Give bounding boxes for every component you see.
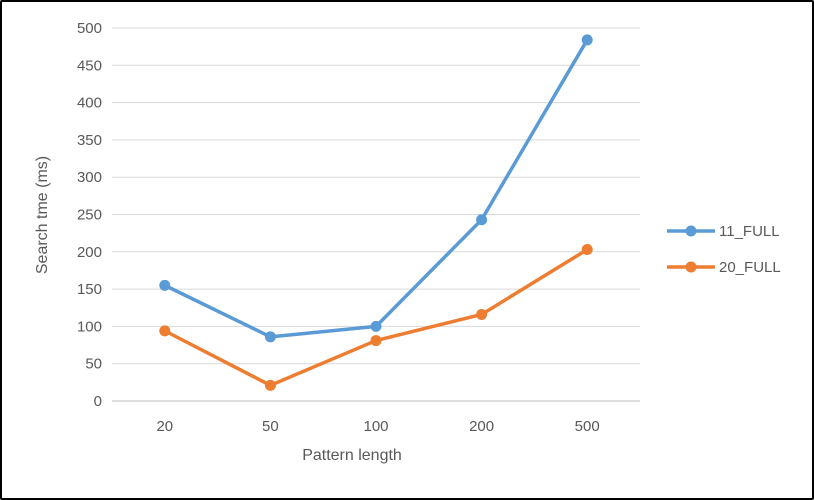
y-tick-label: 50 xyxy=(85,356,102,373)
y-tick-label: 450 xyxy=(77,57,102,74)
x-axis-title: Pattern length xyxy=(302,447,402,464)
data-point-marker-11_FULL xyxy=(581,34,593,46)
x-tick-label: 50 xyxy=(262,418,279,435)
y-tick-label: 400 xyxy=(77,95,102,112)
legend-label: 11_FULL xyxy=(719,222,780,240)
data-point-marker-11_FULL xyxy=(264,331,276,343)
x-tick-label: 200 xyxy=(469,418,494,435)
y-tick-label: 150 xyxy=(77,281,102,298)
y-tick-label: 350 xyxy=(77,132,102,149)
y-tick-label: 250 xyxy=(77,207,102,224)
x-tick-label: 20 xyxy=(156,418,173,435)
y-tick-label: 200 xyxy=(77,244,102,261)
y-tick-label: 300 xyxy=(77,169,102,186)
data-point-marker-20_FULL xyxy=(581,244,593,256)
legend: 11_FULL 20_FULL xyxy=(666,220,781,278)
series-line-11_FULL xyxy=(163,38,589,339)
data-point-marker-20_FULL xyxy=(159,325,171,337)
x-tick-label: 100 xyxy=(363,418,388,435)
y-tick-label: 500 xyxy=(77,20,102,37)
data-point-marker-20_FULL xyxy=(476,308,488,320)
data-point-marker-20_FULL xyxy=(370,335,382,347)
data-point-marker-11_FULL xyxy=(476,214,488,226)
legend-item-11_FULL: 11_FULL xyxy=(666,220,781,242)
y-axis-title: Search tme (ms) xyxy=(34,155,51,275)
data-point-marker-11_FULL xyxy=(159,279,171,291)
legend-label: 20_FULL xyxy=(719,258,781,276)
data-point-marker-20_FULL xyxy=(264,379,276,391)
legend-line-marker-icon xyxy=(667,225,715,237)
legend-item-20_FULL: 20_FULL xyxy=(666,256,781,278)
legend-line-marker-icon xyxy=(667,261,715,273)
y-tick-label: 100 xyxy=(77,318,102,335)
y-tick-label: 0 xyxy=(94,393,102,410)
x-tick-label: 500 xyxy=(575,418,600,435)
data-point-marker-11_FULL xyxy=(370,320,382,332)
